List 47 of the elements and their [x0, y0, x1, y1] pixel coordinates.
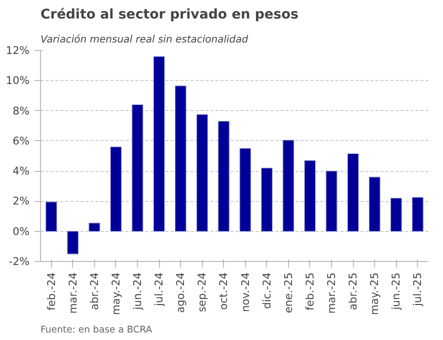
bar [261, 168, 273, 232]
bar [196, 114, 208, 232]
x-tick-label: jul.-24 [152, 272, 166, 307]
y-tick-label: 10% [6, 74, 30, 88]
y-tick-label: -2% [8, 255, 30, 268]
bar [326, 170, 338, 232]
bar [46, 202, 57, 232]
x-tick-label: jul.-25 [411, 272, 424, 307]
bar [88, 222, 100, 232]
x-tick-label: ago.-24 [174, 272, 188, 313]
x-tick-label: sep.-24 [196, 272, 209, 312]
y-tick-label: 12% [6, 44, 30, 57]
chart-subtitle: Variación mensual real sin estacionalidad [40, 34, 249, 46]
bar [390, 198, 402, 232]
bar [218, 121, 230, 232]
x-tick-label: abr.-24 [88, 272, 101, 310]
x-tick-label: oct.-24 [217, 272, 230, 310]
bar [132, 104, 144, 232]
bar [368, 176, 380, 232]
bar [412, 197, 424, 232]
bar [347, 153, 359, 232]
x-tick-label: jun.-24 [131, 272, 144, 311]
x-tick-label: dic.-24 [260, 272, 274, 309]
bar [153, 56, 165, 232]
x-tick-label: ene.-25 [282, 272, 295, 314]
chart-title: Crédito al sector privado en pesos [40, 8, 299, 22]
x-tick-label: feb.-25 [303, 272, 316, 310]
x-tick-label: mar.-25 [325, 272, 338, 314]
bar [304, 160, 316, 232]
x-tick-label: feb.-24 [44, 272, 58, 310]
y-tick-label: 6% [12, 134, 30, 148]
bar [67, 231, 79, 254]
x-tick-label: mar.-24 [66, 272, 80, 314]
x-tick-label: abr.-25 [346, 272, 360, 310]
x-tick-label: jun.-25 [390, 272, 403, 311]
bar [174, 86, 186, 232]
y-tick-label: 2% [12, 194, 30, 208]
y-tick-label: 8% [12, 104, 30, 118]
x-tick-label: may.-25 [368, 272, 382, 315]
bar [240, 148, 251, 232]
x-tick-label: may.-24 [109, 272, 122, 315]
bar [110, 146, 122, 232]
x-tick-label: nov.-24 [238, 272, 252, 312]
bar [282, 140, 294, 232]
y-tick-label: 0% [12, 224, 30, 238]
source-note: Fuente: en base a BCRA [40, 324, 153, 336]
y-tick-label: 4% [12, 164, 30, 178]
